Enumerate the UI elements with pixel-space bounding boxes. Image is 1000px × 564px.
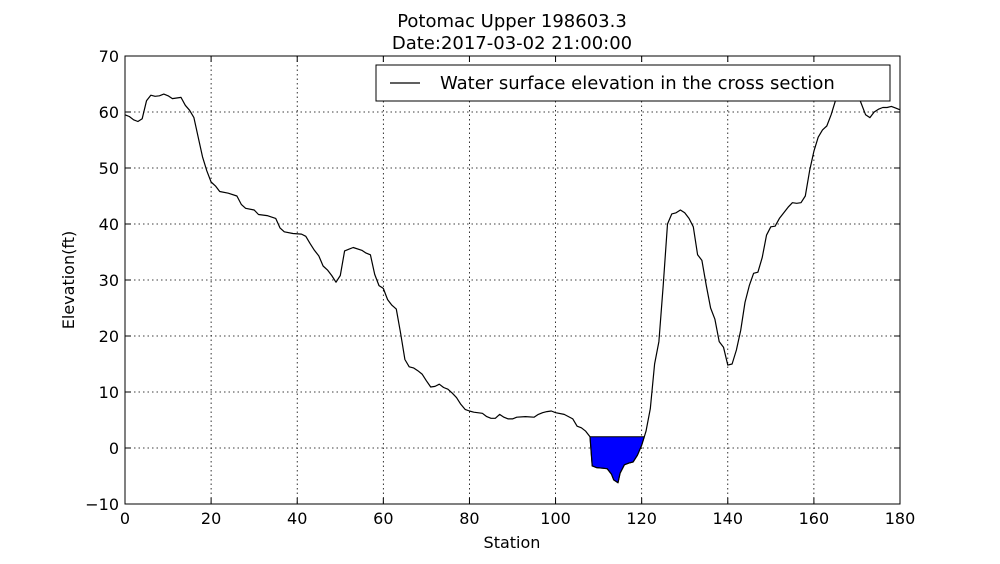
- chart-title-line1: Potomac Upper 198603.3: [397, 11, 627, 32]
- x-tick-labels: 0 20 40 60 80 100 120 140 160 180: [120, 509, 915, 528]
- x-tick-label: 80: [459, 509, 479, 528]
- x-tick-label: 160: [799, 509, 830, 528]
- y-tick-label: 60: [99, 103, 119, 122]
- y-tick-label: 30: [99, 271, 119, 290]
- series-line-ground-profile: [124, 81, 901, 484]
- y-axis-label: Elevation(ft): [59, 231, 78, 329]
- y-tick-label: 70: [99, 47, 119, 66]
- legend-label: Water surface elevation in the cross sec…: [440, 73, 835, 94]
- x-tick-label: 180: [885, 509, 916, 528]
- y-tick-label: 50: [99, 159, 119, 178]
- y-tick-label: 40: [99, 215, 119, 234]
- y-tick-label: 0: [109, 439, 119, 458]
- y-tick-label: −10: [85, 495, 119, 514]
- y-tick-label: 20: [99, 327, 119, 346]
- y-tick-labels: −10 0 10 20 30 40 50 60 70: [85, 47, 119, 514]
- x-tick-label: 140: [713, 509, 744, 528]
- axis-ticks: [124, 55, 901, 505]
- x-tick-label: 60: [373, 509, 393, 528]
- x-axis-label: Station: [484, 533, 541, 552]
- x-tick-label: 20: [201, 509, 221, 528]
- series-layer: [124, 81, 901, 484]
- x-tick-label: 100: [540, 509, 571, 528]
- legend-box: [375, 64, 891, 102]
- y-tick-label: 10: [99, 383, 119, 402]
- x-tick-label: 120: [626, 509, 657, 528]
- chart-title-line2: Date:2017-03-02 21:00:00: [392, 33, 632, 54]
- x-tick-label: 0: [120, 509, 130, 528]
- legend: Water surface elevation in the cross sec…: [375, 64, 891, 102]
- x-tick-label: 40: [287, 509, 307, 528]
